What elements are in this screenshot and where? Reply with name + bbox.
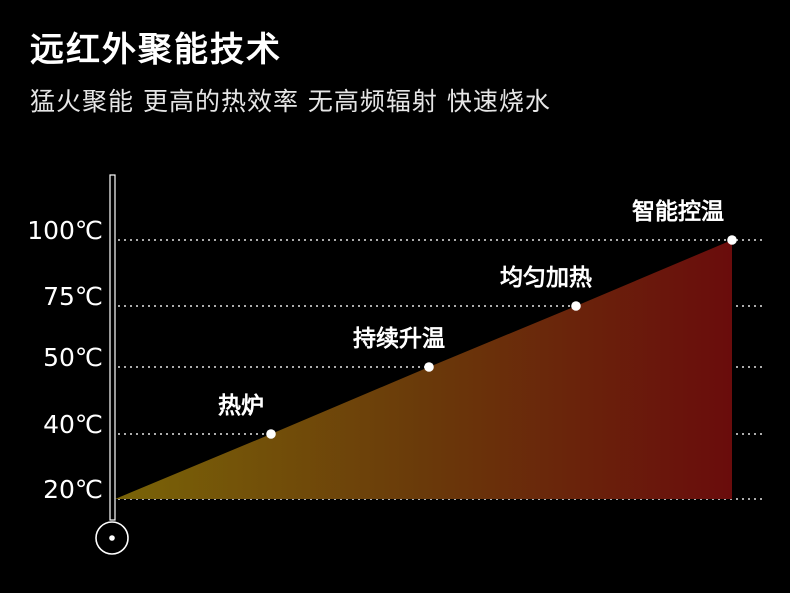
y-tick-label: 100℃ — [27, 216, 103, 245]
heat-area — [115, 240, 732, 499]
thermometer-bulb — [95, 521, 129, 555]
y-tick-label: 50℃ — [43, 343, 103, 372]
y-tick-label: 40℃ — [43, 410, 103, 439]
data-label: 热炉 — [218, 392, 264, 419]
data-point — [424, 362, 434, 372]
data-point — [571, 301, 581, 311]
page-subtitle: 猛火聚能 更高的热效率 无高频辐射 快速烧水 — [30, 87, 551, 116]
page-title: 远红外聚能技术 — [30, 30, 282, 70]
data-label: 智能控温 — [632, 198, 724, 225]
data-label: 持续升温 — [353, 325, 445, 352]
thermometer-bulb-dot — [109, 535, 115, 541]
y-tick-label: 20℃ — [43, 475, 103, 504]
data-point — [727, 235, 737, 245]
data-label: 均匀加热 — [500, 264, 592, 291]
thermometer-stem — [109, 174, 116, 521]
y-tick-label: 75℃ — [43, 282, 103, 311]
data-point — [266, 429, 276, 439]
